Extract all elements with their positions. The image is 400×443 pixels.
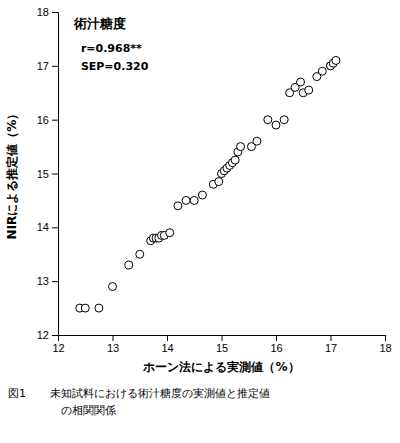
point [318,67,326,75]
tick-mark [52,66,58,67]
point [182,196,190,204]
caption-line: 未知試料における術汁糖度の実測値と推定値 [50,387,270,400]
tick-label: 13 [107,342,119,354]
tick: 18 [37,6,58,18]
x-axis-title: ホーン法による実測値（%） [142,360,299,374]
point [190,196,198,204]
tick-mark [52,227,58,228]
tick: 16 [37,114,58,126]
tick: 17 [37,60,58,72]
point [237,143,245,151]
tick-label: 16 [270,342,282,354]
point [305,86,313,94]
tick: 15 [37,168,58,180]
tick-mark [276,335,277,341]
tick-label: 18 [379,342,391,354]
point [95,304,103,312]
tick-mark [52,174,58,175]
tick: 12 [37,329,58,341]
point [231,156,239,164]
tick: 15 [216,335,228,354]
tick-label: 15 [37,168,49,180]
point [297,78,305,86]
chart: 12 13 14 15 16 17 18 12 13 14 15 16 17 18 術汁糖度 r=0.968*… [0,0,400,443]
tick-label: 12 [37,329,49,341]
tick-label: 16 [37,114,49,126]
x-axis: 12 13 14 15 16 17 18 [52,335,391,354]
tick-mark [385,335,386,341]
point [166,229,174,237]
caption: 未知試料における術汁糖度の実測値と推定値 の相関関係 [50,387,270,417]
point [264,116,272,124]
tick: 14 [37,221,58,233]
point [174,202,182,210]
tick: 13 [37,275,58,287]
point [125,261,133,269]
tick: 17 [325,335,337,354]
tick-mark [52,120,58,121]
figure-label: 図1 [8,387,26,400]
tick-mark [52,335,58,336]
tick-mark [52,281,58,282]
point [198,191,206,199]
point [109,283,117,291]
point [332,56,340,64]
point [136,250,144,258]
point [215,178,223,186]
tick-label: 12 [52,342,64,354]
caption-line: の相関関係 [50,404,116,417]
y-axis: 12 13 14 15 16 17 18 [37,6,59,341]
points [76,56,340,312]
tick-label: 14 [161,342,173,354]
tick-label: 13 [37,275,49,287]
tick-label: 15 [216,342,228,354]
annotation: r=0.968** [81,42,142,55]
tick-mark [222,335,223,341]
tick: 13 [107,335,119,354]
tick: 16 [270,335,282,354]
tick-label: 17 [37,60,49,72]
tick-mark [52,12,58,13]
annotation: SEP=0.320 [81,60,149,73]
tick: 18 [379,335,391,354]
axis-line [52,13,59,336]
title: 術汁糖度 [73,16,126,31]
tick: 12 [52,335,64,354]
y-axis-title: NIRによる推定値（%） [5,108,19,240]
tick: 14 [161,335,173,354]
point [280,116,288,124]
tick-mark [113,335,114,341]
tick-mark [331,335,332,341]
tick-label: 14 [37,221,49,233]
axis-line [59,336,386,342]
point [253,137,261,145]
point [272,121,280,129]
tick-label: 17 [325,342,337,354]
tick-label: 18 [37,6,49,18]
point [81,304,89,312]
plot: 12 13 14 15 16 17 18 12 13 14 15 16 17 18 術汁糖度 r=0.968*… [37,6,392,354]
tick-mark [167,335,168,341]
